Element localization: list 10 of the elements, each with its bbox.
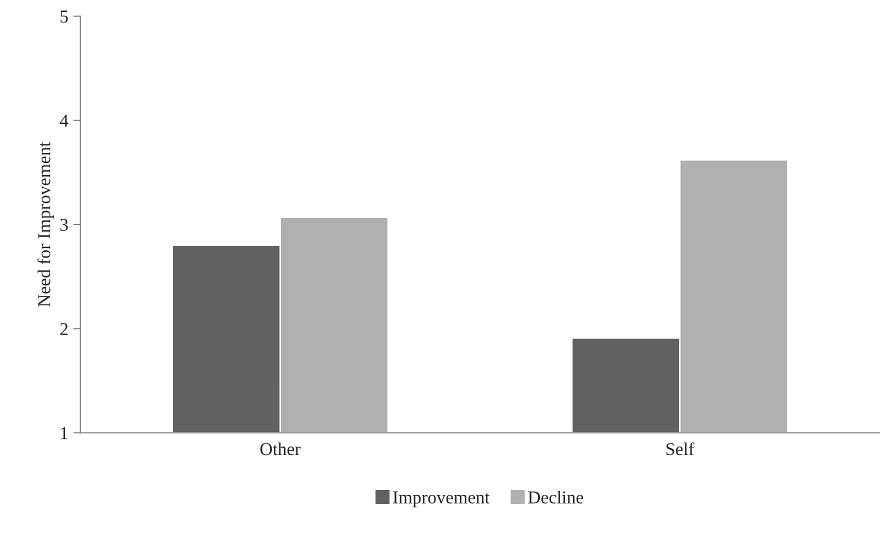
y-tick-label: 1 xyxy=(61,427,68,440)
y-tick-label: 4 xyxy=(60,114,68,127)
y-tick-label: 3 xyxy=(60,218,68,231)
x-tick-label: Other xyxy=(260,442,301,456)
y-tick-label: 5 xyxy=(60,10,68,23)
y-axis-title: Need for Improvement xyxy=(37,142,54,307)
legend-label: Improvement xyxy=(393,492,490,508)
legend-label: Decline xyxy=(528,490,584,504)
x-tick-label: Self xyxy=(666,442,694,456)
y-tick-label: 2 xyxy=(60,322,68,335)
